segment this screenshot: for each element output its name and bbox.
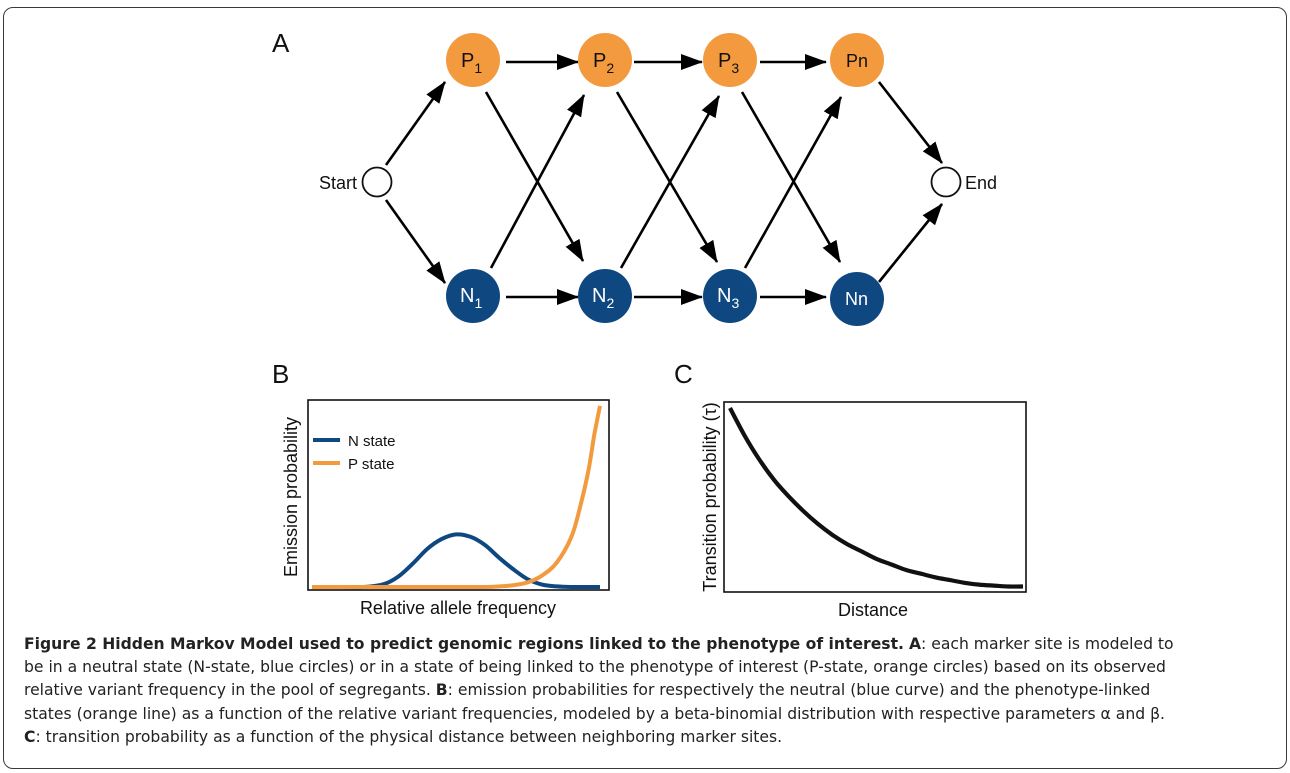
caption-line-4: states (orange line) as a function of th… — [24, 704, 1165, 723]
transition-ylabel: Transition probability (τ) — [700, 402, 720, 592]
n-node-2-label: N2 — [592, 285, 614, 311]
arrow-n1-p2 — [489, 94, 586, 269]
p-node-2: P2 — [578, 33, 632, 87]
n-node-3: N3 — [703, 269, 757, 323]
caption-line-1: Figure 2 Hidden Markov Model used to pre… — [24, 633, 1276, 656]
n-node-n-label: Nn — [845, 289, 868, 309]
transition-arrows — [384, 54, 944, 305]
n-node-1-circle — [446, 269, 500, 323]
p-node-2-circle — [578, 33, 632, 87]
arrow-n2-p3 — [619, 95, 721, 269]
arrow-start-n1 — [384, 199, 447, 284]
n-node-1: N1 — [446, 269, 500, 323]
caption-line-3: relative variant frequency in the pool o… — [24, 679, 1276, 702]
start-label: Start — [319, 173, 357, 193]
end-node — [930, 166, 962, 198]
caption-a-label: A — [908, 635, 922, 653]
n-node-3-circle — [703, 269, 757, 323]
n-state-nodes: N1 N2 N3 Nn — [446, 269, 884, 326]
panel-label-c: C — [674, 359, 693, 389]
p-node-2-label: P2 — [593, 50, 614, 76]
arrow-p3-nn — [740, 91, 842, 263]
n-node-2-circle — [578, 269, 632, 323]
p-node-1-label: P1 — [461, 50, 482, 76]
legend-p-label: P state — [348, 456, 394, 473]
arrow-p2-n3 — [615, 91, 719, 263]
transition-xlabel: Distance — [838, 600, 908, 620]
caption-title: Figure 2 Hidden Markov Model used to pre… — [24, 635, 904, 653]
p-node-3-circle — [703, 33, 757, 87]
n-node-n: Nn — [830, 272, 884, 326]
p-node-n-label: Pn — [846, 51, 868, 71]
p-node-3: P3 — [703, 33, 757, 87]
emission-plot-frame — [307, 399, 610, 591]
panel-label-a: A — [272, 28, 290, 58]
n-state-curve — [312, 532, 600, 590]
start-node — [361, 166, 393, 198]
n-node-2: N2 — [578, 269, 632, 323]
panel-label-b: B — [272, 359, 289, 389]
caption-c-label: C — [24, 727, 36, 746]
arrow-p1-n2 — [484, 91, 585, 262]
caption-c-text: : transition probability as a function o… — [35, 727, 783, 746]
caption-line-2: be in a neutral state (N-state, blue cir… — [24, 658, 1166, 677]
arrow-n3-pn — [743, 96, 843, 269]
caption-a-text-3: relative variant frequency in the pool o… — [24, 681, 431, 700]
figure-caption: Figure 2 Hidden Markov Model used to pre… — [24, 633, 1276, 749]
p-node-1: P1 — [446, 33, 500, 87]
end-label: End — [965, 173, 997, 193]
legend-n-label: N state — [348, 433, 396, 450]
emission-ylabel: Emission probability — [281, 417, 301, 577]
p-node-1-circle — [446, 33, 500, 87]
n-node-1-label: N1 — [460, 285, 482, 311]
transition-chart: Distance Transition probability (τ) — [700, 401, 1027, 620]
arrow-pn-end — [877, 81, 944, 164]
caption-b-label: B — [435, 681, 448, 700]
caption-line-5: C: transition probability as a function … — [24, 726, 1276, 749]
p-node-3-label: P3 — [718, 50, 739, 76]
figure-frame — [3, 7, 1287, 769]
p-node-n-circle — [830, 33, 884, 87]
n-node-3-label: N3 — [717, 285, 739, 311]
caption-b-text-1: : emission probabilities for respectivel… — [447, 681, 1151, 700]
emission-chart: N state P state Relative allele frequenc… — [281, 399, 610, 618]
emission-xlabel: Relative allele frequency — [360, 598, 556, 618]
caption-a-text-1: : each marker site is modeled to — [921, 635, 1174, 653]
p-node-n: Pn — [830, 33, 884, 87]
transition-plot-frame — [723, 401, 1027, 593]
transition-curve — [728, 407, 1024, 589]
p-state-curve — [312, 405, 602, 590]
arrow-start-p1 — [384, 81, 447, 166]
n-node-n-circle — [830, 272, 884, 326]
p-state-nodes: P1 P2 P3 Pn — [446, 33, 884, 87]
figure-graphic: A B C Start End P1 P2 P3 Pn — [272, 28, 1027, 620]
arrow-nn-end — [877, 203, 944, 283]
